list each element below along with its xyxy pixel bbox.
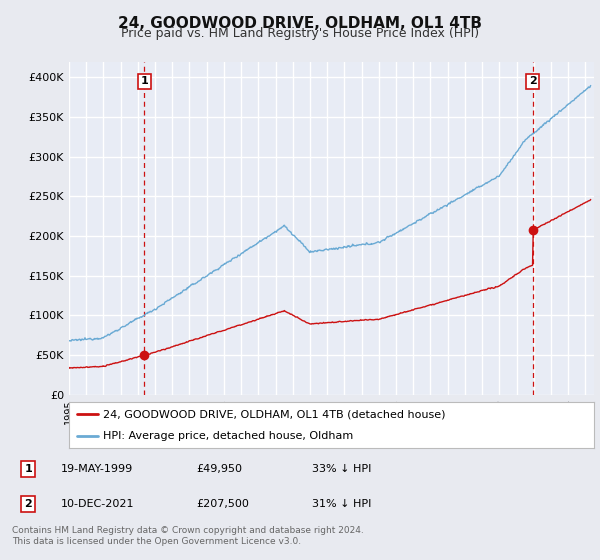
Text: 24, GOODWOOD DRIVE, OLDHAM, OL1 4TB (detached house): 24, GOODWOOD DRIVE, OLDHAM, OL1 4TB (det… xyxy=(103,409,446,419)
Text: HPI: Average price, detached house, Oldham: HPI: Average price, detached house, Oldh… xyxy=(103,431,353,441)
Text: 2: 2 xyxy=(24,499,32,509)
Text: £49,950: £49,950 xyxy=(196,464,242,474)
Text: 33% ↓ HPI: 33% ↓ HPI xyxy=(311,464,371,474)
Text: £207,500: £207,500 xyxy=(196,499,249,509)
Text: 10-DEC-2021: 10-DEC-2021 xyxy=(61,499,134,509)
Text: 1: 1 xyxy=(140,76,148,86)
Text: Contains HM Land Registry data © Crown copyright and database right 2024.
This d: Contains HM Land Registry data © Crown c… xyxy=(12,526,364,546)
Text: 2: 2 xyxy=(529,76,536,86)
Text: 24, GOODWOOD DRIVE, OLDHAM, OL1 4TB: 24, GOODWOOD DRIVE, OLDHAM, OL1 4TB xyxy=(118,16,482,31)
Text: Price paid vs. HM Land Registry's House Price Index (HPI): Price paid vs. HM Land Registry's House … xyxy=(121,27,479,40)
Text: 1: 1 xyxy=(24,464,32,474)
Text: 19-MAY-1999: 19-MAY-1999 xyxy=(61,464,133,474)
Text: 31% ↓ HPI: 31% ↓ HPI xyxy=(311,499,371,509)
